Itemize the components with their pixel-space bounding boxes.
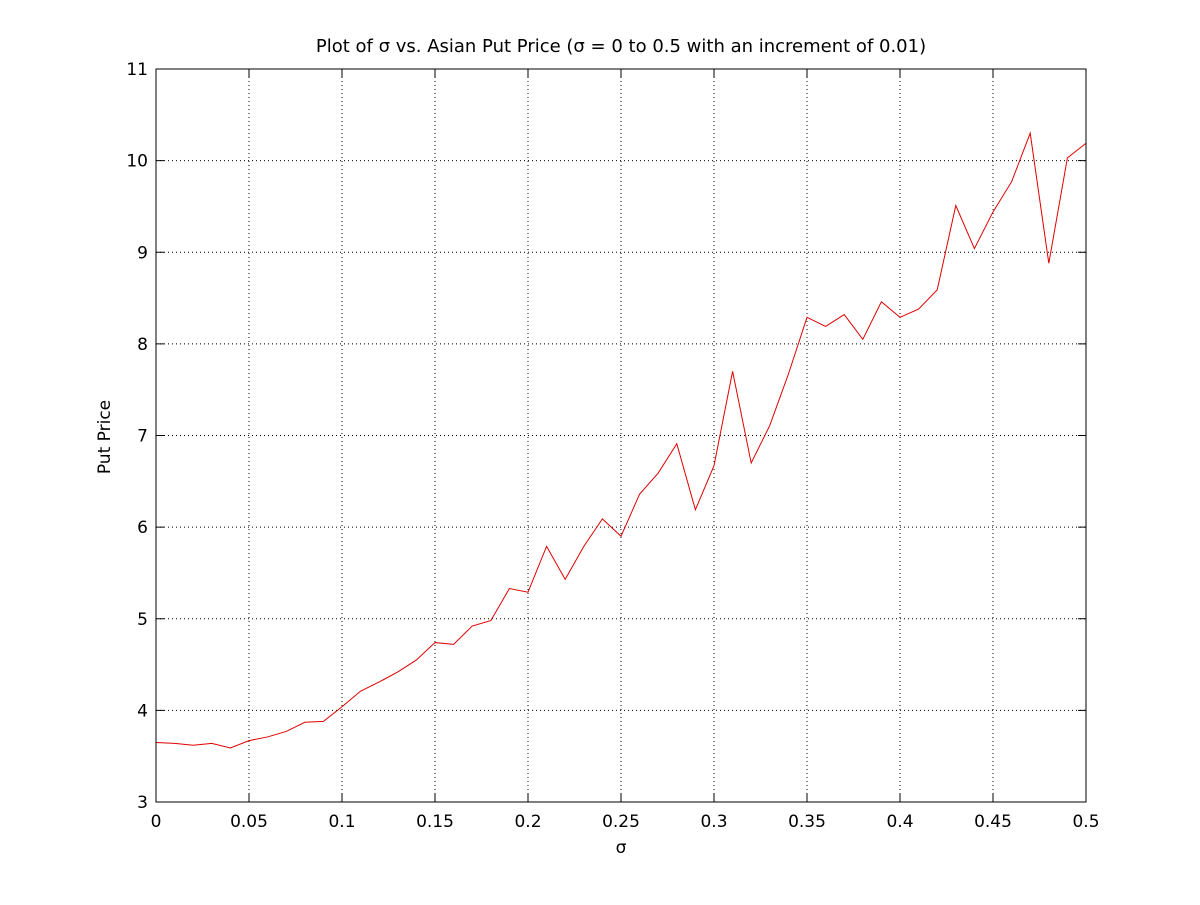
x-tick-label: 0.05 bbox=[230, 812, 268, 832]
y-tick-label: 11 bbox=[126, 60, 148, 80]
x-tick-label: 0.1 bbox=[328, 812, 355, 832]
x-tick-label: 0.15 bbox=[416, 812, 454, 832]
x-tick-label: 0 bbox=[151, 812, 162, 832]
tick-marks bbox=[155, 68, 1087, 803]
y-tick-label: 7 bbox=[137, 427, 148, 447]
x-tick-label: 0.25 bbox=[602, 812, 640, 832]
x-tick-label: 0.5 bbox=[1072, 812, 1099, 832]
y-tick-label: 10 bbox=[126, 152, 148, 172]
y-tick-label: 8 bbox=[137, 335, 148, 355]
y-tick-label: 6 bbox=[137, 518, 148, 538]
y-tick-label: 4 bbox=[137, 701, 148, 721]
series-line bbox=[155, 131, 1087, 749]
grid-lines bbox=[156, 69, 1086, 802]
y-tick-labels: 3 4 5 6 7 8 9 10 11 bbox=[126, 60, 148, 813]
y-tick-label: 5 bbox=[137, 610, 148, 630]
x-tick-label: 0.45 bbox=[974, 812, 1012, 832]
x-tick-label: 0.3 bbox=[700, 812, 727, 832]
x-axis-label: σ bbox=[616, 838, 627, 858]
y-tick-label: 9 bbox=[137, 243, 148, 263]
y-tick-label: 3 bbox=[137, 793, 148, 813]
x-tick-label: 0.35 bbox=[788, 812, 826, 832]
chart-title: Plot of σ vs. Asian Put Price (σ = 0 to … bbox=[316, 36, 926, 57]
x-tick-label: 0.4 bbox=[886, 812, 913, 832]
series-layer bbox=[155, 131, 1087, 749]
x-tick-labels: 0 0.05 0.1 0.15 0.2 0.25 0.3 0.35 0.4 0.45 0.5 bbox=[151, 812, 1100, 832]
x-tick-label: 0.2 bbox=[514, 812, 541, 832]
y-axis-label: Put Price bbox=[95, 400, 115, 474]
